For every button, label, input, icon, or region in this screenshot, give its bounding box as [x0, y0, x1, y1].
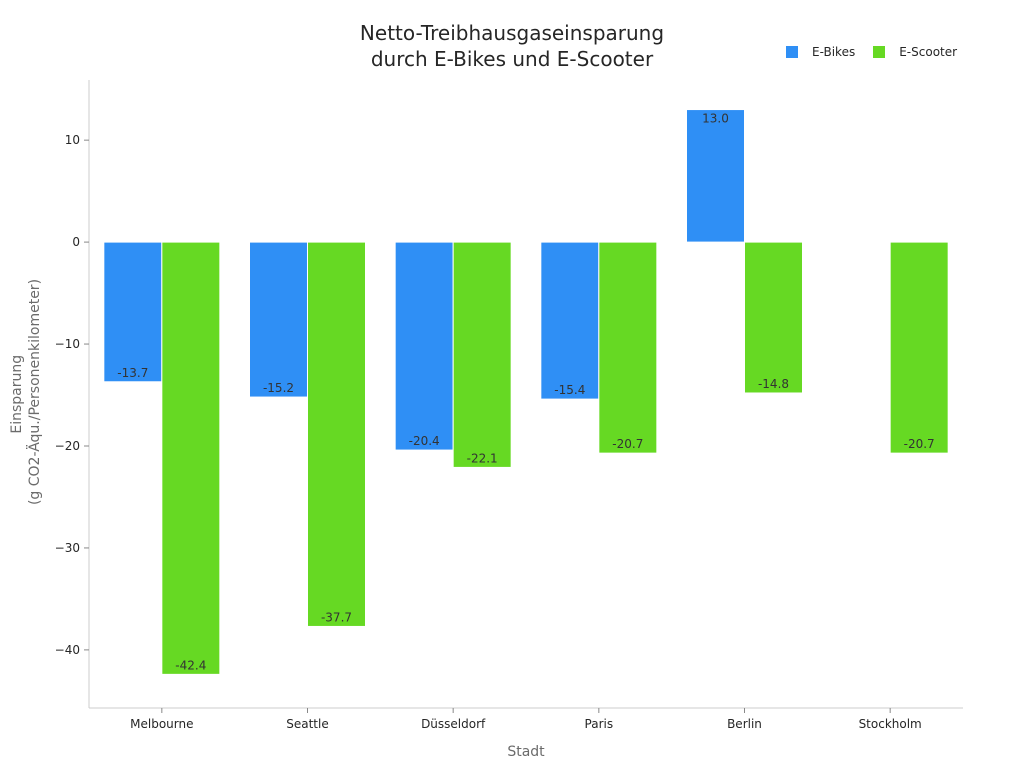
- x-axis-label: Stadt: [507, 744, 545, 760]
- data-label-e-scooter-stockholm: -20.7: [904, 437, 935, 451]
- x-tick-label-stockholm: Stockholm: [859, 717, 922, 731]
- y-tick-label-0: 10: [65, 133, 80, 147]
- x-tick-label-berlin: Berlin: [727, 717, 762, 731]
- legend-label-e-bikes: E-Bikes: [812, 45, 856, 59]
- bars-layer: [103, 109, 949, 675]
- x-ticks-layer: Melbourne Seattle Düsseldorf Paris Berlin Sto…: [130, 708, 922, 731]
- x-tick-label-dusseldorf: Düsseldorf: [421, 717, 486, 731]
- y-axis-label: Einsparung (g CO2-Äqu./Personenkilometer…: [9, 279, 43, 505]
- y-ticks-layer: 10 0 −10 −20 −30 −40: [55, 133, 89, 657]
- bar-e-bikes-melbourne: [103, 241, 163, 383]
- data-label-e-bikes-melbourne: -13.7: [117, 366, 148, 380]
- bar-e-scooter-dusseldorf: [452, 241, 512, 468]
- chart-title: Netto-Treibhausgaseinsparung durch E-Bik…: [312, 20, 712, 72]
- legend-item-e-bikes: E-Bikes: [786, 45, 855, 59]
- bar-e-scooter-melbourne: [161, 241, 221, 675]
- bar-e-bikes-seattle: [249, 241, 308, 398]
- chart-title-line-1: Netto-Treibhausgaseinsparung: [359, 21, 665, 45]
- y-tick-label-2: −10: [55, 337, 80, 351]
- data-label-e-bikes-seattle: -15.2: [263, 381, 294, 395]
- bar-e-scooter-seattle: [307, 241, 366, 627]
- data-label-e-scooter-melbourne: -42.4: [175, 658, 206, 672]
- y-tick-label-4: −30: [55, 541, 80, 555]
- x-tick-label-melbourne: Melbourne: [130, 717, 193, 731]
- legend-swatch-e-scooter: [873, 46, 886, 58]
- data-label-e-scooter-paris: -20.7: [612, 437, 643, 451]
- data-label-e-bikes-berlin: 13.0: [702, 112, 729, 126]
- y-axis-label-line-1: Einsparung: [9, 355, 25, 434]
- bar-e-scooter-stockholm: [889, 241, 949, 454]
- y-tick-label-3: −20: [55, 439, 80, 453]
- data-label-e-scooter-berlin: -14.8: [758, 377, 789, 391]
- data-label-e-scooter-dusseldorf: -22.1: [467, 451, 498, 465]
- y-axis-label-line-2: (g CO2-Äqu./Personenkilometer): [25, 279, 43, 505]
- x-tick-label-seattle: Seattle: [286, 717, 328, 731]
- data-labels-layer: -13.7 -42.4 -15.2 -37.7 -20.4 -22.1 -15.4 -20.7…: [117, 112, 934, 673]
- bar-e-scooter-berlin: [744, 241, 803, 394]
- chart-title-line-2: durch E-Bikes und E-Scooter: [370, 47, 654, 71]
- data-label-e-bikes-paris: -15.4: [554, 383, 585, 397]
- bar-e-scooter-paris: [598, 241, 658, 454]
- legend: E-Bikes E-Scooter: [786, 45, 975, 59]
- y-tick-label-5: −40: [55, 643, 80, 657]
- y-tick-label-1: 0: [72, 235, 80, 249]
- legend-label-e-scooter: E-Scooter: [899, 45, 958, 59]
- bar-e-bikes-berlin: [686, 109, 745, 243]
- data-label-e-scooter-seattle: -37.7: [321, 610, 352, 624]
- legend-item-e-scooter: E-Scooter: [873, 45, 957, 59]
- x-tick-label-paris: Paris: [585, 717, 614, 731]
- legend-swatch-e-bikes: [786, 46, 798, 58]
- axes-layer: [88, 80, 963, 709]
- bar-e-bikes-paris: [540, 241, 600, 400]
- bar-e-bikes-dusseldorf: [394, 241, 454, 451]
- data-label-e-bikes-dusseldorf: -20.4: [409, 434, 440, 448]
